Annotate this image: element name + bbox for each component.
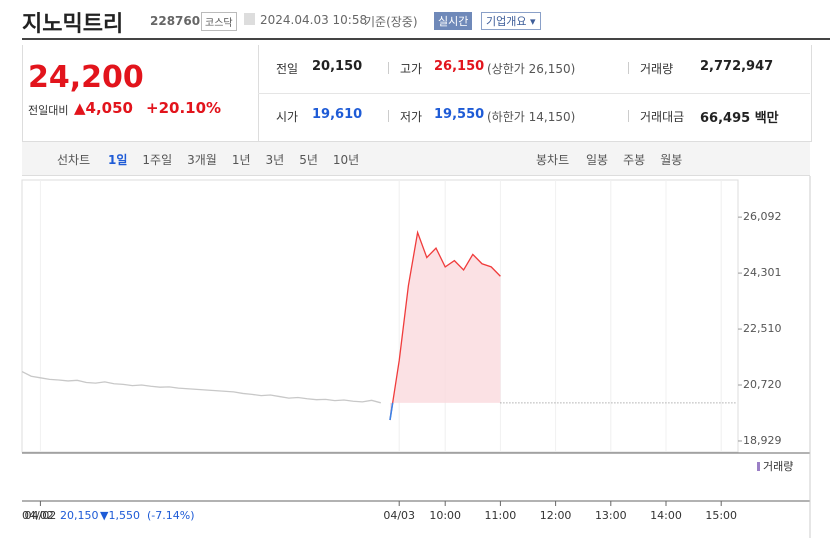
basis: 기준(장중): [364, 15, 418, 29]
quote-label: 전일: [276, 62, 299, 76]
overview-button[interactable]: 기업개요 ▾: [481, 12, 541, 30]
change-label: 전일대비: [28, 104, 69, 117]
price-line: [389, 230, 501, 421]
calendar-icon: [244, 13, 255, 25]
y-tick-label: 20,720: [743, 378, 782, 391]
quote-value: 26,150: [434, 59, 485, 74]
quote-row-divider: [258, 93, 810, 94]
y-tick-label: 24,301: [743, 266, 782, 279]
change: ▲4,050: [74, 99, 133, 117]
quote-value: 66,495 백만: [700, 111, 779, 126]
volume-legend: 거래량: [763, 460, 793, 473]
x-tick-label: 14:00: [650, 509, 682, 522]
tab-bar: [22, 142, 810, 176]
quote-label: 거래대금: [640, 110, 685, 124]
quote-value: 2,772,947: [700, 59, 774, 74]
period-tab[interactable]: 5년: [299, 153, 318, 167]
chart: 04/02 04/03 10:00 11:00 12:00 13:00 14:00 15:00…: [21, 176, 811, 538]
x-tick-label: 04/03: [383, 509, 415, 522]
timestamp: 2024.04.03 10:58: [260, 13, 368, 27]
price-area: [390, 232, 501, 420]
footer-rate: (-7.14%): [147, 509, 195, 522]
period-tab[interactable]: 일봉: [586, 153, 609, 167]
current-price: 24,200: [28, 60, 144, 95]
quote-note: (하한가 14,150): [487, 110, 576, 124]
quote-box: [22, 45, 812, 142]
quote-note: (상한가 26,150): [487, 62, 576, 76]
cell-divider: [628, 62, 629, 74]
y-tick-label: 22,510: [743, 322, 782, 335]
tab-label: 봉차트: [536, 153, 570, 167]
market-badge: 코스닥: [201, 12, 237, 31]
volume-legend-marker: [757, 462, 760, 471]
stock-code: 228760: [150, 14, 201, 28]
cell-divider: [388, 62, 389, 74]
quote-label: 저가: [400, 110, 423, 124]
x-tick-label: 04/02: [25, 509, 57, 522]
period-tab[interactable]: 1년: [231, 153, 251, 167]
period-tab[interactable]: 주봉: [623, 153, 646, 167]
cell-divider: [628, 110, 629, 122]
quote-label: 시가: [276, 110, 299, 124]
price-line: [21, 370, 381, 404]
x-tick-label: 13:00: [595, 509, 627, 522]
cell-divider: [388, 110, 389, 122]
period-tab[interactable]: 3년: [265, 153, 285, 167]
footer-date: 04/02: [22, 509, 54, 522]
change-rate: +20.10%: [146, 99, 222, 117]
plot-frame: [21, 179, 739, 453]
quote-label: 고가: [400, 62, 423, 76]
x-tick-label: 12:00: [540, 509, 572, 522]
y-tick-label: 18,929: [743, 434, 782, 447]
tab-label: 선차트: [57, 153, 91, 167]
quote-value: 19,610: [312, 107, 363, 122]
quote-value: 20,150: [312, 59, 363, 74]
period-tab[interactable]: 월봉: [660, 153, 683, 167]
x-tick-label: 11:00: [485, 509, 517, 522]
header-rule: [22, 38, 830, 40]
period-tab[interactable]: 3개월: [187, 153, 217, 167]
stock-name: 지노믹트리: [22, 12, 124, 37]
period-tab[interactable]: 1일: [108, 153, 128, 167]
footer-change: ▼1,550: [100, 509, 140, 522]
period-tab[interactable]: 1주일: [142, 153, 173, 167]
below-reference-line: [389, 402, 394, 421]
quote-value: 19,550: [434, 107, 485, 122]
realtime-button[interactable]: 실시간: [434, 12, 473, 30]
quote-label: 거래량: [640, 62, 674, 76]
x-tick-label: 15:00: [705, 509, 737, 522]
period-tab[interactable]: 10년: [332, 153, 360, 167]
y-tick-label: 26,092: [743, 210, 782, 223]
footer-price: 20,150: [60, 509, 99, 522]
x-tick-label: 10:00: [429, 509, 461, 522]
